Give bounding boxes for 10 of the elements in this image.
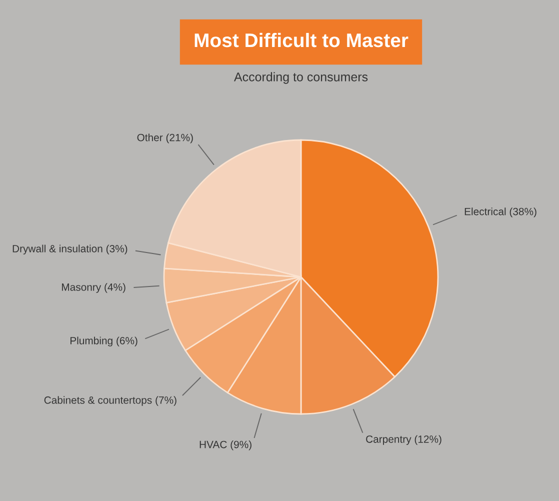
slice-label: Plumbing (6%) xyxy=(70,336,138,346)
slice-label: Drywall & insulation (3%) xyxy=(12,244,128,254)
slice-label: Masonry (4%) xyxy=(62,283,126,293)
slice-label: Other (21%) xyxy=(137,134,193,144)
slice-label: Cabinets & countertops (7%) xyxy=(44,396,176,406)
slice-label: Electrical (38%) xyxy=(464,208,536,218)
slice-label: Carpentry (12%) xyxy=(366,435,442,445)
chart-subtitle: According to consumers xyxy=(234,72,368,84)
chart-title: Most Difficult to Master xyxy=(194,32,408,48)
slice-label: HVAC (9%) xyxy=(200,440,252,450)
